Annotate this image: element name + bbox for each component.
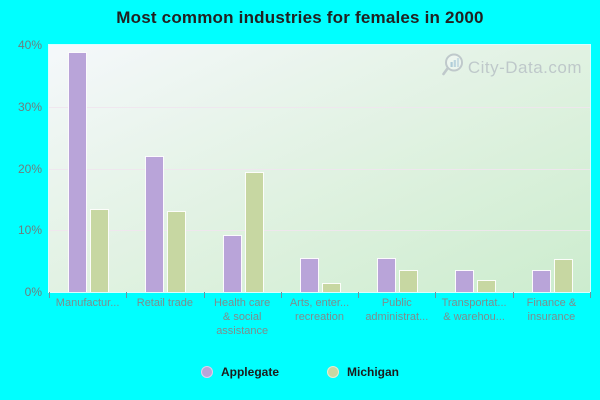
- bar-applegate-0: [68, 52, 88, 292]
- bar-michigan-0: [90, 209, 110, 292]
- y-axis-label-20: 20%: [17, 161, 42, 176]
- bar-applegate-4: [377, 258, 397, 292]
- plot-area: City-Data.com: [48, 44, 591, 293]
- x-axis-tick-5: [435, 292, 437, 298]
- x-axis-label-0: Manufactur...: [44, 296, 132, 310]
- x-axis-label-line: & warehou...: [443, 311, 505, 323]
- x-axis-tick-7: [590, 292, 591, 298]
- x-axis-tick-0: [49, 292, 50, 298]
- y-axis-label-10: 10%: [17, 223, 42, 238]
- bar-applegate-3: [300, 258, 319, 292]
- bar-michigan-3: [322, 282, 341, 292]
- watermark: City-Data.com: [440, 52, 582, 83]
- x-axis-tick-2: [203, 292, 205, 298]
- legend-item-applegate: Applegate: [200, 365, 279, 379]
- bar-michigan-1: [167, 211, 187, 292]
- x-axis-label-line: assistance: [216, 325, 269, 337]
- x-axis-label-line: & social: [222, 311, 262, 323]
- bar-michigan-2: [244, 171, 264, 292]
- x-axis-label-line: Transportat...: [441, 297, 507, 309]
- x-axis-label-line: recreation: [295, 311, 344, 323]
- x-axis-tick-6: [512, 292, 514, 298]
- gridline-20: [49, 168, 590, 170]
- bar-applegate-1: [145, 155, 165, 292]
- x-axis-label-line: Public: [381, 297, 412, 309]
- gridline-30: [49, 106, 590, 108]
- x-axis-label-line: Arts, enter...: [289, 297, 350, 309]
- legend-item-michigan: Michigan: [327, 365, 399, 379]
- x-axis-label-line: Finance &: [526, 297, 577, 309]
- x-axis-label-line: insurance: [527, 311, 576, 323]
- bar-michigan-5: [476, 279, 496, 292]
- legend-swatch-michigan: [327, 366, 339, 378]
- legend-swatch-applegate: [200, 366, 213, 378]
- x-axis-tick-4: [358, 292, 360, 298]
- x-axis-label-line: Manufactur...: [55, 297, 120, 309]
- y-axis-label-0: 0%: [24, 285, 42, 299]
- gridline-10: [49, 230, 590, 232]
- legend-label-michigan: Michigan: [347, 365, 400, 379]
- x-axis-label-line: Retail trade: [136, 297, 194, 309]
- x-axis-label-1: Retail trade: [121, 296, 209, 310]
- x-axis-label-5: Transportat... & warehou...: [430, 296, 518, 324]
- x-axis-label-3: Arts, enter... recreation: [276, 296, 364, 324]
- x-axis-tick-1: [126, 292, 128, 298]
- bar-applegate-6: [531, 269, 551, 292]
- x-axis-label-4: Public administrat...: [353, 296, 441, 324]
- y-axis-label-30: 30%: [17, 99, 42, 114]
- watermark-text: City-Data.com: [467, 57, 582, 77]
- x-axis-label-line: administrat...: [365, 311, 429, 323]
- bar-applegate-5: [454, 269, 474, 292]
- page-title: Most common industries for females in 20…: [116, 8, 484, 27]
- y-axis-label-40: 40%: [17, 38, 42, 52]
- bar-applegate-2: [222, 234, 242, 292]
- bar-michigan-6: [553, 259, 573, 292]
- magnifier-chart-icon: [440, 52, 466, 83]
- x-axis-label-6: Finance & insurance: [507, 296, 595, 324]
- x-axis-tick-3: [280, 292, 282, 298]
- legend: Applegate Michigan: [0, 365, 600, 379]
- bar-michigan-4: [399, 269, 419, 292]
- x-axis-label-line: Health care: [214, 297, 271, 309]
- x-axis-label-2: Health care & social assistance: [198, 296, 286, 338]
- legend-label-applegate: Applegate: [220, 365, 279, 379]
